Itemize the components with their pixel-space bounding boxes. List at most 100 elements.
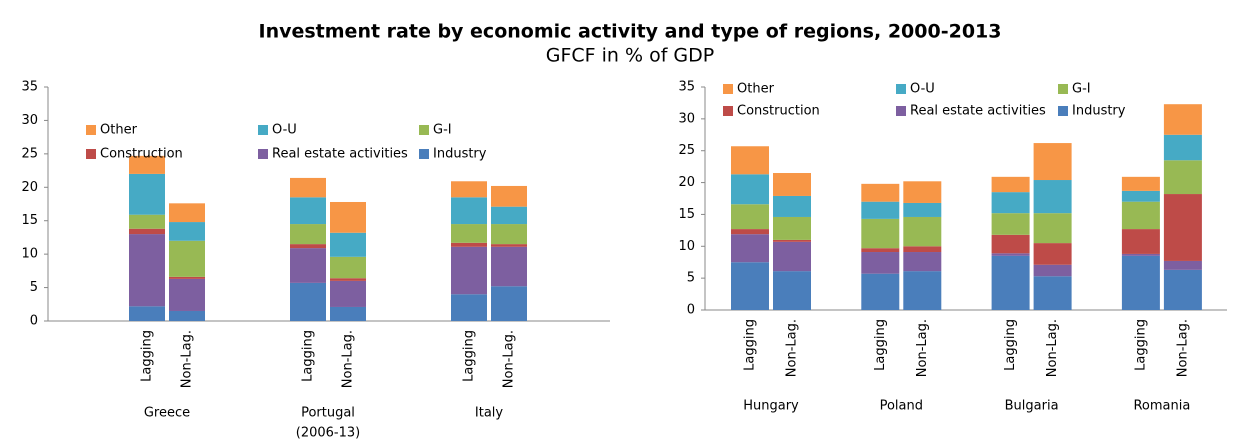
bar-segment — [491, 185, 527, 207]
legend-swatch — [896, 106, 906, 116]
x-tick-label: Lagging — [140, 330, 155, 382]
bar-segment — [330, 232, 366, 257]
bar-segment — [773, 195, 811, 217]
legend-swatch — [419, 149, 429, 159]
group-label: Bulgaria — [1005, 399, 1059, 414]
bar-segment — [169, 276, 205, 279]
bar-segment — [129, 234, 165, 307]
legend-swatch — [1058, 84, 1068, 94]
bar-segment — [330, 306, 366, 321]
x-tick-label: Non-Lag. — [1045, 319, 1060, 377]
bar-segment — [903, 271, 942, 310]
bar-segment — [1163, 134, 1202, 161]
bar-segment — [773, 271, 811, 310]
bar-segment — [991, 192, 1030, 214]
y-tick-label: 30 — [21, 113, 38, 128]
bar-segment — [1121, 229, 1160, 254]
bar-segment — [451, 224, 487, 243]
legend-label: Real estate activities — [272, 147, 408, 162]
bar-segment — [169, 222, 205, 241]
bar-segment — [991, 213, 1030, 235]
x-tick-label: Lagging — [301, 330, 316, 382]
bar-segment — [731, 234, 769, 263]
bar-segment — [290, 197, 326, 225]
bar-segment — [169, 310, 205, 321]
bar-segment — [169, 203, 205, 223]
legend-swatch — [896, 84, 906, 94]
bar-segment — [731, 146, 769, 175]
bar-segment — [451, 197, 487, 225]
group-label: Poland — [880, 399, 923, 414]
bar-segment — [903, 246, 942, 253]
y-tick-label: 10 — [678, 239, 695, 254]
legend-label: Industry — [433, 147, 487, 162]
x-tick-label: Non-Lag. — [785, 319, 800, 377]
bar-segment — [1121, 255, 1160, 310]
bar-segment — [330, 278, 366, 281]
x-tick-label: Lagging — [1003, 319, 1018, 371]
bar-segment — [290, 177, 326, 198]
bar-segment — [451, 242, 487, 247]
bar-segment — [773, 241, 811, 272]
bar-segment — [1033, 276, 1072, 310]
bar-segment — [169, 240, 205, 277]
legend-label: O-U — [910, 82, 935, 97]
bar-segment — [991, 253, 1030, 256]
bar-segment — [861, 273, 900, 310]
bar-segment — [129, 214, 165, 229]
subtitle: GFCF in % of GDP — [546, 45, 715, 67]
bar-segment — [861, 248, 900, 253]
bar-segment — [330, 256, 366, 279]
bar-segment — [773, 216, 811, 240]
legend-swatch — [1058, 106, 1068, 116]
x-tick-label: Lagging — [873, 319, 888, 371]
legend-swatch — [258, 125, 268, 135]
legend-label: Other — [737, 82, 775, 97]
y-tick-label: 35 — [21, 80, 38, 95]
y-tick-label: 25 — [21, 146, 38, 161]
y-tick-label: 15 — [678, 207, 695, 222]
bar-segment — [129, 155, 165, 174]
bar-segment — [861, 252, 900, 274]
legend-label: G-I — [1072, 82, 1091, 97]
y-tick-label: 5 — [687, 271, 695, 286]
y-tick-label: 30 — [678, 111, 695, 126]
group-label: Italy — [475, 406, 504, 421]
group-label: Romania — [1133, 399, 1190, 414]
bar-segment — [861, 183, 900, 202]
bar-segment — [861, 218, 900, 249]
x-tick-label: Non-Lag. — [180, 330, 195, 388]
legend-swatch — [723, 106, 733, 116]
legend-label: O-U — [272, 123, 297, 138]
y-tick-label: 10 — [21, 247, 38, 262]
bar-segment — [129, 228, 165, 235]
bar-segment — [903, 181, 942, 203]
bar-segment — [731, 262, 769, 310]
legend-label: Real estate activities — [910, 104, 1046, 119]
group-label: Greece — [144, 406, 190, 421]
bar-segment — [491, 224, 527, 245]
x-tick-label: Non-Lag. — [341, 330, 356, 388]
legend-label: G-I — [433, 123, 452, 138]
bar-segment — [773, 173, 811, 196]
bar-segment — [290, 244, 326, 249]
bar-segment — [1033, 180, 1072, 214]
bar-segment — [1163, 269, 1202, 310]
legend-swatch — [723, 84, 733, 94]
bar-segment — [1033, 243, 1072, 265]
title: Investment rate by economic activity and… — [259, 21, 1002, 43]
bar-segment — [903, 216, 942, 247]
bar-segment — [1121, 190, 1160, 202]
bar-segment — [129, 173, 165, 215]
bar-segment — [330, 280, 366, 307]
legend-label: Other — [100, 123, 138, 138]
y-tick-label: 0 — [30, 314, 38, 329]
bar-segment — [290, 282, 326, 321]
legend-swatch — [258, 149, 268, 159]
bar-segment — [1163, 160, 1202, 195]
y-tick-label: 20 — [21, 180, 38, 195]
bar-segment — [991, 234, 1030, 254]
y-tick-label: 15 — [21, 213, 38, 228]
bar-segment — [773, 239, 811, 242]
